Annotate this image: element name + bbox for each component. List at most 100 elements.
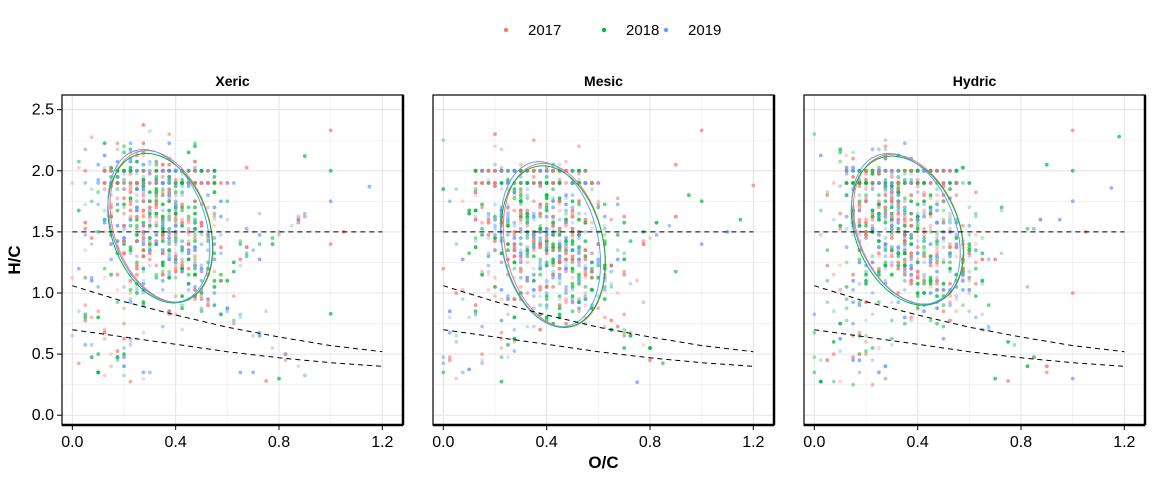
data-point: [889, 202, 894, 207]
data-point: [889, 233, 894, 237]
data-point: [935, 187, 939, 192]
data-point: [928, 211, 933, 216]
data-point: [473, 168, 478, 173]
data-point: [518, 181, 523, 185]
data-point: [922, 251, 926, 256]
data-point: [493, 275, 497, 280]
data-point: [570, 288, 575, 292]
data-point: [147, 199, 152, 204]
data-point: [851, 272, 855, 277]
data-point: [512, 196, 517, 201]
y-tick-label: 1.0: [32, 285, 54, 302]
data-point: [493, 168, 497, 173]
data-point: [889, 251, 894, 256]
data-point: [615, 202, 620, 207]
data-point: [1038, 217, 1043, 222]
data-point: [889, 187, 894, 192]
data-point: [467, 367, 472, 372]
data-point: [889, 336, 894, 341]
data-point: [986, 324, 991, 329]
data-point: [857, 202, 862, 207]
data-point: [544, 202, 549, 207]
data-point: [141, 208, 146, 213]
data-point: [622, 269, 627, 274]
data-point: [499, 260, 504, 265]
data-point: [141, 196, 146, 201]
data-point: [948, 168, 952, 173]
data-point: [160, 220, 165, 225]
data-point: [506, 220, 510, 225]
data-point: [160, 269, 165, 274]
data-point: [564, 236, 568, 240]
data-point: [967, 251, 972, 256]
data-point: [909, 178, 914, 182]
data-point: [122, 336, 126, 341]
data-point: [551, 226, 555, 231]
data-point: [609, 263, 614, 268]
data-point: [577, 300, 581, 305]
data-point: [141, 141, 146, 146]
data-point: [231, 294, 236, 298]
data-point: [909, 266, 914, 271]
data-point: [909, 193, 914, 198]
data-point: [135, 288, 139, 292]
data-point: [128, 181, 133, 185]
data-point: [499, 318, 504, 323]
data-point: [154, 178, 159, 182]
data-point: [967, 291, 972, 295]
data-point: [154, 202, 159, 207]
data-point: [564, 248, 568, 253]
data-point: [557, 257, 562, 262]
data-point: [160, 208, 165, 213]
data-point: [180, 269, 185, 274]
data-point: [577, 251, 581, 256]
data-point: [583, 285, 588, 289]
data-point: [577, 272, 581, 277]
x-tick-label: 0.8: [1010, 434, 1032, 451]
data-point: [864, 220, 868, 225]
data-point: [499, 168, 504, 173]
data-point: [844, 168, 849, 173]
data-point: [870, 147, 875, 152]
data-point: [864, 352, 868, 356]
x-tick-label: 0.0: [432, 434, 454, 451]
data-point: [447, 199, 452, 204]
data-point: [173, 223, 178, 228]
data-point: [954, 193, 959, 198]
data-point: [147, 159, 152, 164]
data-point: [122, 251, 126, 256]
data-point: [864, 217, 868, 222]
data-point: [122, 346, 126, 350]
data-point: [967, 223, 972, 228]
data-point: [199, 242, 204, 247]
data-point: [212, 214, 217, 219]
data-point: [570, 226, 575, 231]
data-point: [564, 193, 568, 198]
data-point: [186, 242, 191, 247]
data-point: [577, 306, 581, 311]
data-point: [231, 318, 236, 323]
data-point: [147, 245, 152, 250]
data-point: [212, 257, 217, 262]
data-point: [480, 181, 484, 185]
data-point: [199, 291, 204, 295]
data-point: [583, 211, 588, 216]
data-point: [76, 165, 81, 170]
data-point: [531, 181, 536, 185]
data-point: [577, 233, 581, 237]
data-point: [1032, 355, 1036, 360]
data-point: [883, 266, 888, 271]
data-point: [915, 223, 920, 228]
data-point: [870, 254, 875, 259]
data-point: [902, 199, 907, 204]
data-point: [883, 208, 888, 213]
data-point: [902, 269, 907, 274]
data-point: [838, 288, 843, 292]
data-point: [518, 226, 523, 231]
data-point: [883, 187, 888, 192]
data-point: [915, 239, 920, 244]
data-point: [922, 208, 926, 213]
data-point: [186, 288, 191, 292]
data-point: [915, 291, 920, 295]
